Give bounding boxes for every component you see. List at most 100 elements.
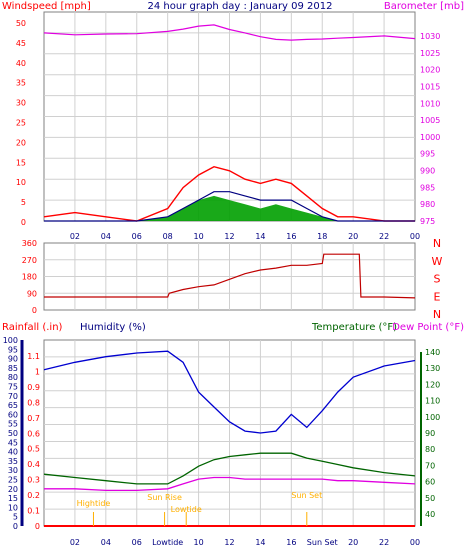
barometer-tick-label: 980 <box>420 200 435 209</box>
wind-panel-x-tick-label: 06 <box>132 232 142 241</box>
barometer-tick-label: 995 <box>420 150 435 159</box>
humidity-tick-label: 90 <box>8 355 18 364</box>
barometer-tick-label: 1025 <box>420 49 440 58</box>
windspeed-tick-label: 40 <box>16 59 26 68</box>
humidity-tick-label: 5 <box>13 513 18 522</box>
humidity-tick-label: 40 <box>8 448 18 457</box>
rainfall-tick-label: 0.2 <box>27 491 40 500</box>
annotation-label: Sun Rise <box>147 493 182 502</box>
wind-panel-x-tick-label: 10 <box>193 232 203 241</box>
barometer-tick-label: 1005 <box>420 116 440 125</box>
rainfall-tick-label: 0.4 <box>27 460 40 469</box>
annotation-label: Lowtide <box>171 505 202 514</box>
windspeed-axis-title: Windspeed [mph] <box>2 1 91 12</box>
humidity-tick-label: 100 <box>3 336 18 345</box>
barometer-axis-title: Barometer [mb] <box>384 1 464 12</box>
temperature-tick-label: 140 <box>425 348 440 357</box>
direction-tick-label: 360 <box>22 239 37 248</box>
compass-label: W <box>432 255 443 268</box>
wind-panel-x-tick-label: 14 <box>255 232 265 241</box>
compass-label: S <box>434 273 441 286</box>
compass-label: N <box>433 308 441 321</box>
windspeed-tick-label: 15 <box>16 158 26 167</box>
temp-panel-x-tick-label: Sun Set <box>307 538 338 547</box>
temperature-tick-label: 90 <box>425 429 435 438</box>
humidity-tick-label: 80 <box>8 373 18 382</box>
windspeed-tick-label: 10 <box>16 178 26 187</box>
humidity-tick-label: 0 <box>13 522 18 531</box>
rainfall-tick-label: 0.8 <box>27 398 40 407</box>
humidity-tick-label: 10 <box>8 503 18 512</box>
temp-panel-x-tick-label: Lowtide <box>152 538 183 547</box>
humidity-tick-label: 60 <box>8 410 18 419</box>
humidity-tick-label: 25 <box>8 476 18 485</box>
barometer-tick-label: 1030 <box>420 32 440 41</box>
rainfall-tick-label: 0 <box>35 522 40 531</box>
chart-title: 24 hour graph day : January 09 2012 <box>148 1 333 12</box>
humidity-tick-label: 75 <box>8 383 18 392</box>
rainfall-tick-label: 1.1 <box>27 352 40 361</box>
temp-panel-x-tick-label: 12 <box>224 538 234 547</box>
annotation-label: Hightide <box>77 499 111 508</box>
temperature-tick-label: 130 <box>425 364 440 373</box>
wind-gust-area <box>44 195 415 221</box>
temperature-tick-label: 110 <box>425 397 440 406</box>
windspeed-tick-label: 5 <box>21 198 26 207</box>
windspeed-tick-label: 25 <box>16 119 26 128</box>
humidity-tick-label: 35 <box>8 457 18 466</box>
wind-panel-x-tick-label: 02 <box>70 232 80 241</box>
humidity-tick-label: 15 <box>8 494 18 503</box>
direction-tick-label: 90 <box>27 289 37 298</box>
temperature-tick-label: 70 <box>425 461 435 470</box>
rainfall-tick-label: 0.1 <box>27 507 40 516</box>
rainfall-tick-label: 0.5 <box>27 445 40 454</box>
barometer-tick-label: 975 <box>420 217 435 226</box>
wind-average-line <box>44 191 415 222</box>
compass-label: E <box>434 290 441 303</box>
annotation-label: Sun Set <box>291 491 322 500</box>
rainfall-tick-label: 0.3 <box>27 476 40 485</box>
temperature-tick-label: 60 <box>425 478 435 487</box>
humidity-tick-label: 95 <box>8 345 18 354</box>
temp-panel-x-tick-label: 22 <box>379 538 389 547</box>
temperature-tick-label: 40 <box>425 510 435 519</box>
barometer-line <box>43 24 416 41</box>
rainfall-axis-title: Rainfall (.in) <box>2 322 63 333</box>
humidity-tick-label: 30 <box>8 466 18 475</box>
barometer-tick-label: 990 <box>420 167 435 176</box>
compass-label: N <box>433 237 441 250</box>
humidity-axis-title: Humidity (%) <box>80 322 146 333</box>
windspeed-tick-label: 50 <box>16 19 26 28</box>
barometer-tick-label: 1015 <box>420 82 440 91</box>
windspeed-tick-label: 30 <box>16 99 26 108</box>
windspeed-tick-label: 35 <box>16 79 26 88</box>
humidity-line <box>43 350 416 434</box>
windspeed-tick-label: 20 <box>16 138 26 147</box>
wind-direction-line <box>44 253 416 299</box>
humidity-tick-label: 50 <box>8 429 18 438</box>
wind-panel-x-tick-label: 16 <box>286 232 296 241</box>
wind-panel-x-tick-label: 22 <box>379 232 389 241</box>
temperature-line <box>43 452 416 485</box>
temp-panel-x-tick-label: 06 <box>132 538 142 547</box>
rainfall-tick-label: 0.9 <box>27 383 40 392</box>
direction-tick-label: 0 <box>32 306 37 315</box>
wind-panel-x-tick-label: 20 <box>348 232 358 241</box>
temperature-tick-label: 80 <box>425 445 435 454</box>
humidity-tick-label: 70 <box>8 392 18 401</box>
wind-panel-x-tick-label: 18 <box>317 232 327 241</box>
wind-panel-x-tick-label: 08 <box>163 232 173 241</box>
dewpoint-axis-title: Dew Point (°F) <box>392 322 464 333</box>
humidity-tick-label: 65 <box>8 401 18 410</box>
wind-panel-x-tick-label: 12 <box>224 232 234 241</box>
rainfall-tick-label: 1 <box>35 367 40 376</box>
temp-panel-x-tick-label: 10 <box>193 538 203 547</box>
humidity-tick-label: 85 <box>8 364 18 373</box>
temp-panel-x-tick-label: 20 <box>348 538 358 547</box>
temp-panel-x-tick-label: 02 <box>70 538 80 547</box>
direction-tick-label: 180 <box>22 273 37 282</box>
rainfall-tick-label: 0.6 <box>27 429 40 438</box>
direction-tick-label: 270 <box>22 256 37 265</box>
humidity-tick-label: 45 <box>8 438 18 447</box>
